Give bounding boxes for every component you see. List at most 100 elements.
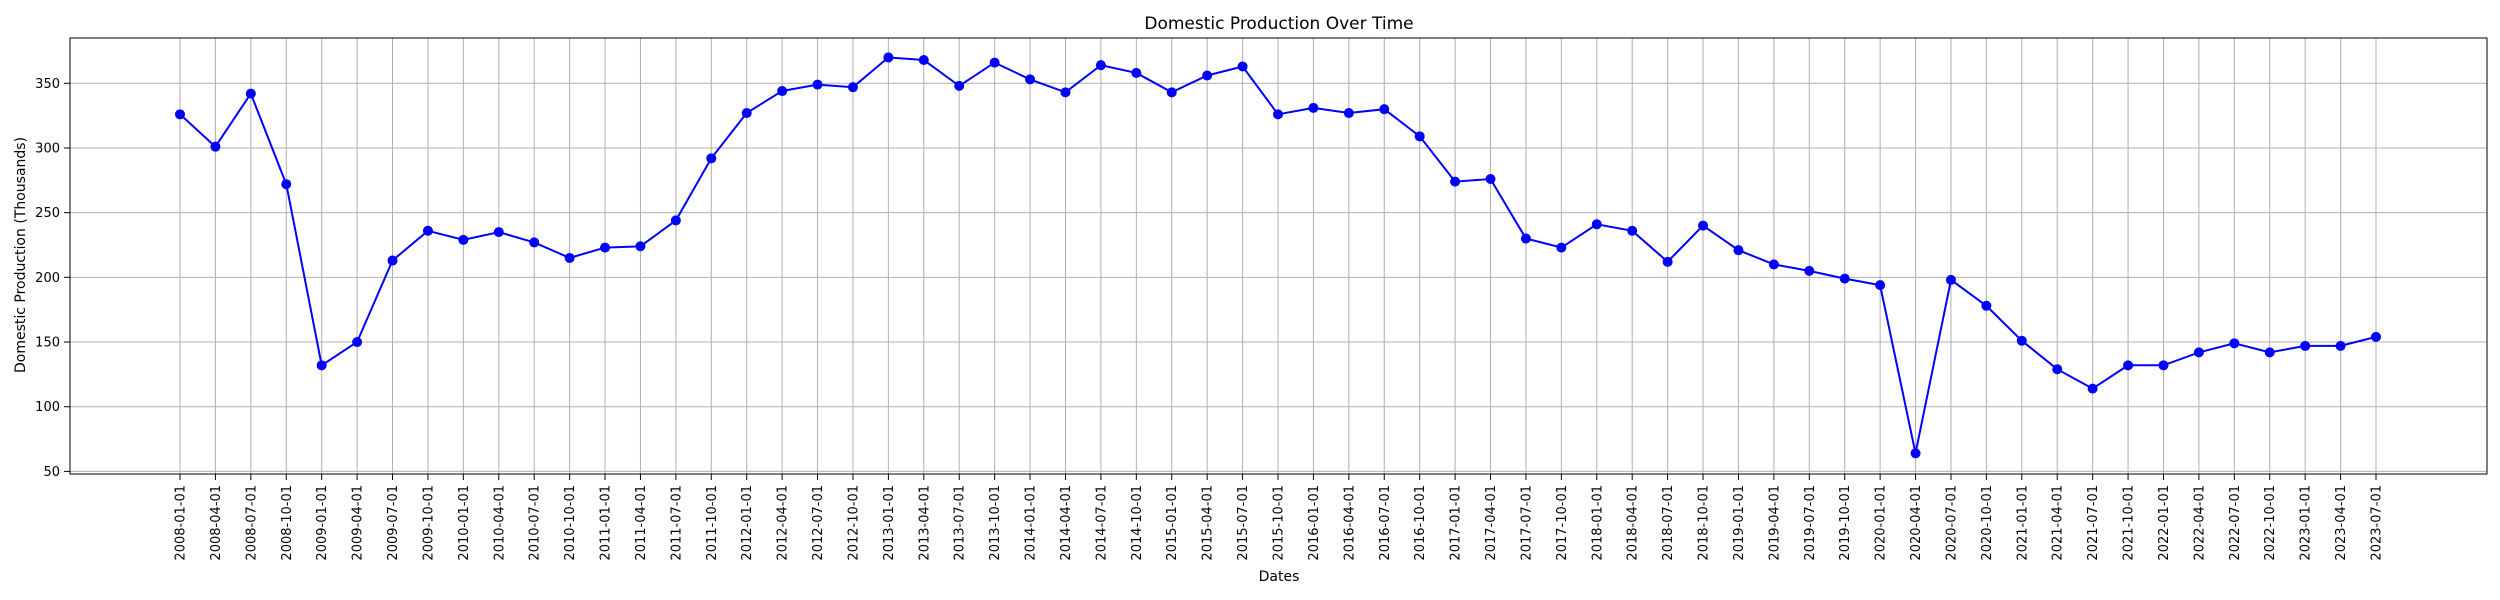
data-point (1414, 131, 1425, 142)
x-tick-label: 2016-10-01 (1413, 485, 1428, 561)
x-tick-label: 2021-10-01 (2122, 485, 2137, 561)
data-point (883, 52, 894, 63)
data-point (600, 242, 611, 253)
x-tick-label: 2022-07-01 (2228, 485, 2243, 561)
data-point (2123, 360, 2134, 371)
data-point (1981, 300, 1992, 311)
data-point (1379, 104, 1390, 115)
data-point (1308, 102, 1319, 113)
x-tick-label: 2008-07-01 (244, 485, 259, 561)
x-tick-label: 2022-04-01 (2192, 485, 2207, 561)
x-tick-label: 2010-01-01 (457, 485, 472, 561)
x-tick-label: 2012-04-01 (776, 485, 791, 561)
data-point (1450, 176, 1461, 187)
x-tick-label: 2018-01-01 (1590, 485, 1605, 561)
data-point (812, 79, 823, 90)
x-tick-label: 2008-10-01 (280, 485, 295, 561)
data-point (2052, 364, 2063, 375)
grid-lines (70, 38, 2487, 474)
data-point (1698, 220, 1709, 231)
x-tick-label: 2022-01-01 (2157, 485, 2172, 561)
x-tick-label: 2018-10-01 (1697, 485, 1712, 561)
y-tick-label: 300 (35, 141, 60, 156)
data-point (1202, 70, 1213, 81)
data-point (1520, 233, 1531, 244)
data-point (564, 252, 575, 263)
x-tick-label: 2015-01-01 (1165, 485, 1180, 561)
x-tick-label: 2013-07-01 (953, 485, 968, 561)
data-point (954, 80, 965, 91)
x-tick-label: 2008-01-01 (174, 485, 189, 561)
data-point (493, 227, 504, 238)
data-point (281, 179, 292, 190)
data-point (670, 215, 681, 226)
data-point (847, 82, 858, 93)
data-point (175, 109, 185, 120)
x-tick-label: 2022-10-01 (2263, 485, 2278, 561)
data-point (1627, 225, 1638, 236)
x-tick-label: 2016-01-01 (1307, 485, 1322, 561)
data-point (2193, 347, 2204, 358)
data-point (706, 153, 717, 164)
data-point (777, 86, 788, 97)
y-tick-label: 150 (35, 336, 60, 351)
data-point (1131, 67, 1142, 78)
x-tick-label: 2009-04-01 (351, 485, 366, 561)
x-tick-label: 2017-01-01 (1449, 485, 1464, 561)
data-point (422, 225, 433, 236)
data-point (1166, 87, 1177, 98)
x-tick-label: 2008-04-01 (209, 485, 224, 561)
data-point (1556, 242, 1567, 253)
x-tick-label: 2017-04-01 (1484, 485, 1499, 561)
data-point (1875, 280, 1886, 291)
data-point (1591, 219, 1602, 230)
x-tick-label: 2009-01-01 (315, 485, 330, 561)
x-tick-label: 2015-04-01 (1201, 485, 1216, 561)
y-tick-label: 100 (35, 400, 60, 415)
data-point (2300, 340, 2311, 351)
data-point (1733, 245, 1744, 256)
x-axis-label: Dates (1259, 569, 1300, 585)
data-point (2264, 347, 2275, 358)
x-tick-label: 2019-04-01 (1767, 485, 1782, 561)
y-axis-label: Domestic Production (Thousands) (13, 137, 29, 373)
data-point (1804, 265, 1815, 276)
x-tick-label: 2020-10-01 (1980, 485, 1995, 561)
data-point (1025, 74, 1036, 85)
data-point (1343, 108, 1354, 119)
data-point (635, 241, 646, 252)
x-tick-label: 2016-07-01 (1378, 485, 1393, 561)
x-tick-label: 2021-07-01 (2086, 485, 2101, 561)
x-tick-label: 2023-04-01 (2334, 485, 2349, 561)
x-tick-label: 2018-04-01 (1626, 485, 1641, 561)
data-point (2335, 340, 2346, 351)
x-tick-label: 2023-07-01 (2370, 485, 2385, 561)
x-tick-label: 2011-01-01 (599, 485, 614, 561)
x-tick-label: 2014-04-01 (1059, 485, 1074, 561)
x-tick-label: 2023-01-01 (2299, 485, 2314, 561)
axes: 2008-01-01 2008-04-01 2008-07-01 2008-10-01… (35, 37, 2488, 561)
x-tick-label: 2019-01-01 (1732, 485, 1747, 561)
x-tick-label: 2020-01-01 (1874, 485, 1889, 561)
data-point (1662, 256, 1673, 267)
data-point (1095, 60, 1106, 71)
data-point (316, 360, 327, 371)
y-tick-label: 350 (35, 77, 60, 92)
data-point (210, 141, 221, 152)
x-tick-label: 2012-01-01 (740, 485, 755, 561)
x-tick-label: 2020-04-01 (1909, 485, 1924, 561)
data-point (1237, 61, 1248, 72)
data-point (529, 237, 540, 248)
x-tick-label: 2013-10-01 (988, 485, 1003, 561)
y-tick-label: 250 (35, 206, 60, 221)
data-point (2229, 338, 2240, 349)
data-point (918, 54, 929, 65)
x-tick-label: 2015-07-01 (1236, 485, 1251, 561)
data-point (2158, 360, 2169, 371)
x-tick-label: 2011-07-01 (669, 485, 684, 561)
x-tick-label: 2013-04-01 (917, 485, 932, 561)
data-point (1273, 109, 1283, 120)
data-point (1485, 174, 1496, 185)
x-tick-label: 2010-10-01 (563, 485, 578, 561)
